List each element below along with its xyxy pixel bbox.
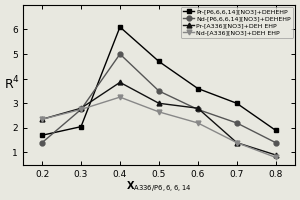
Nd-[P6,6,6,14][NO3]+DEHEHP: [79, 108, 83, 111]
Nd-[A336][NO3]+DEH EHP: [118, 96, 122, 98]
Nd-[P6,6,6,14][NO3]+DEHEHP: [235, 122, 238, 124]
Nd-[P6,6,6,14][NO3]+DEHEHP: [118, 53, 122, 55]
Pr-[A336][NO3]+DEH EHP: [157, 102, 161, 104]
Nd-[A336][NO3]+DEH EHP: [157, 111, 161, 113]
Nd-[P6,6,6,14][NO3]+DEHEHP: [157, 90, 161, 92]
Nd-[A336][NO3]+DEH EHP: [79, 108, 83, 111]
Nd-[P6,6,6,14][NO3]+DEHEHP: [40, 141, 44, 144]
Pr-[P6,6,6,14][NO3]+DEHEHP: [118, 26, 122, 28]
Nd-[A336][NO3]+DEH EHP: [40, 118, 44, 120]
Pr-[P6,6,6,14][NO3]+DEHEHP: [40, 134, 44, 136]
Pr-[A336][NO3]+DEH EHP: [235, 141, 238, 144]
Pr-[A336][NO3]+DEH EHP: [79, 107, 83, 109]
Pr-[P6,6,6,14][NO3]+DEHEHP: [157, 60, 161, 63]
Legend: Pr-[P6,6,6,14][NO3]+DEHEHP, Nd-[P6,6,6,14][NO3]+DEHEHP, Pr-[A336][NO3]+DEH EHP, : Pr-[P6,6,6,14][NO3]+DEHEHP, Nd-[P6,6,6,1…: [181, 7, 293, 38]
Pr-[A336][NO3]+DEH EHP: [40, 118, 44, 120]
Line: Nd-[P6,6,6,14][NO3]+DEHEHP: Nd-[P6,6,6,14][NO3]+DEHEHP: [40, 52, 278, 145]
Line: Pr-[P6,6,6,14][NO3]+DEHEHP: Pr-[P6,6,6,14][NO3]+DEHEHP: [40, 25, 278, 138]
Nd-[P6,6,6,14][NO3]+DEHEHP: [274, 141, 278, 144]
Pr-[A336][NO3]+DEH EHP: [118, 81, 122, 84]
X-axis label: $\mathbf{X}$$_{\mathrm{A336/P6,6,6,14}}$: $\mathbf{X}$$_{\mathrm{A336/P6,6,6,14}}$: [126, 180, 192, 195]
Y-axis label: R: R: [5, 78, 14, 91]
Nd-[A336][NO3]+DEH EHP: [274, 156, 278, 159]
Pr-[A336][NO3]+DEH EHP: [196, 107, 200, 109]
Pr-[P6,6,6,14][NO3]+DEHEHP: [196, 87, 200, 90]
Nd-[A336][NO3]+DEH EHP: [196, 122, 200, 124]
Nd-[P6,6,6,14][NO3]+DEHEHP: [196, 108, 200, 111]
Line: Nd-[A336][NO3]+DEH EHP: Nd-[A336][NO3]+DEH EHP: [40, 95, 278, 160]
Pr-[P6,6,6,14][NO3]+DEHEHP: [79, 125, 83, 128]
Pr-[P6,6,6,14][NO3]+DEHEHP: [235, 102, 238, 104]
Pr-[A336][NO3]+DEH EHP: [274, 154, 278, 156]
Pr-[P6,6,6,14][NO3]+DEHEHP: [274, 129, 278, 132]
Nd-[A336][NO3]+DEH EHP: [235, 141, 238, 144]
Line: Pr-[A336][NO3]+DEH EHP: Pr-[A336][NO3]+DEH EHP: [40, 80, 278, 157]
